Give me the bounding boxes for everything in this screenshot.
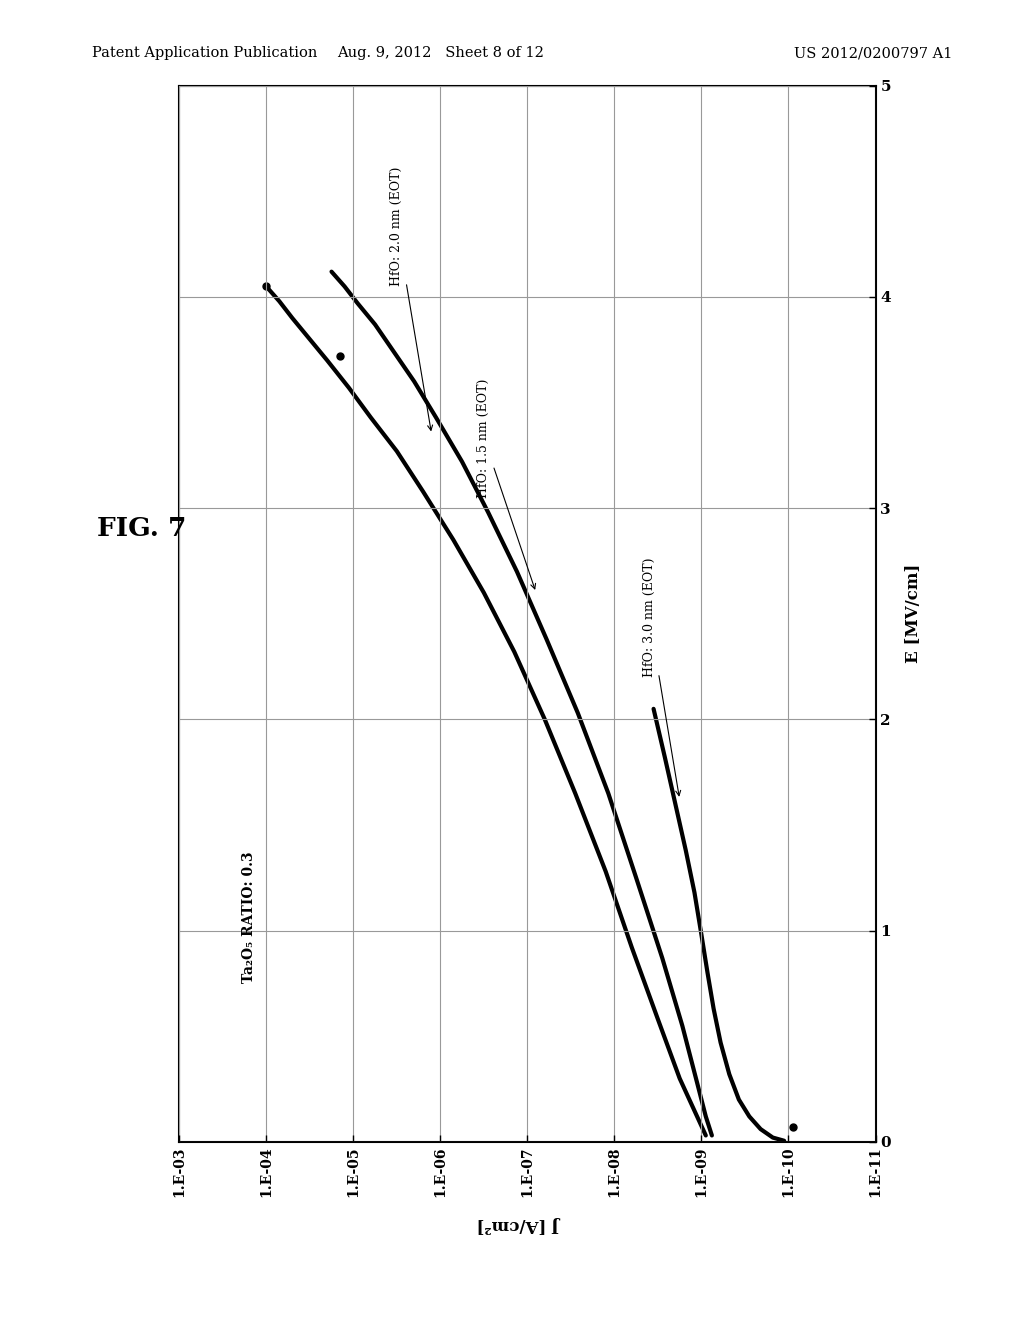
- Text: HfO: 1.5 nm (EOT): HfO: 1.5 nm (EOT): [477, 379, 536, 589]
- Y-axis label: E [MV/cm]: E [MV/cm]: [905, 564, 922, 664]
- Text: Ta₂O₅ RATIO: 0.3: Ta₂O₅ RATIO: 0.3: [242, 851, 256, 983]
- Text: Patent Application Publication: Patent Application Publication: [92, 46, 317, 61]
- Text: US 2012/0200797 A1: US 2012/0200797 A1: [794, 46, 952, 61]
- Text: J [A/cm²]: J [A/cm²]: [478, 1217, 562, 1233]
- Text: HfO: 3.0 nm (EOT): HfO: 3.0 nm (EOT): [643, 557, 681, 796]
- Text: Aug. 9, 2012   Sheet 8 of 12: Aug. 9, 2012 Sheet 8 of 12: [337, 46, 544, 61]
- Text: FIG. 7: FIG. 7: [97, 516, 186, 540]
- Text: HfO: 2.0 nm (EOT): HfO: 2.0 nm (EOT): [390, 168, 432, 430]
